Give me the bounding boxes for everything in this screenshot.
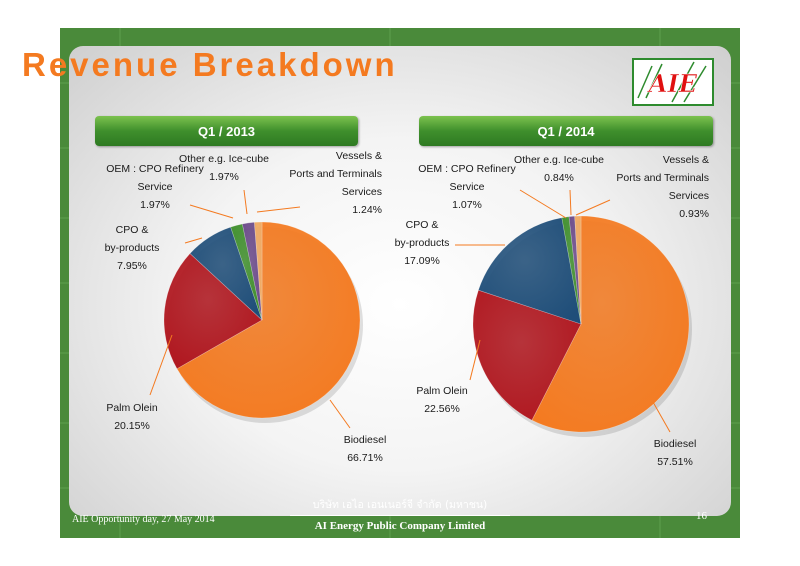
pie-slice-vessels-ports-and-terminals-services: [574, 215, 582, 325]
logo-text: AIE: [647, 69, 698, 98]
footer-divider: [290, 515, 510, 516]
pie-slice-cpo-by-products: [478, 217, 582, 325]
slice-label-cpo-by-products: CPO & by-products 17.09%: [395, 219, 450, 267]
revenue-pie-charts: Biodiesel 66.71% Palm Olein 20.15% CPO & by-p…: [105, 150, 709, 468]
slice-label-biodiesel: Biodiesel 66.71%: [344, 434, 387, 464]
pie-slice-oem-cpo-refinery-service: [230, 223, 263, 321]
slice-label-palm-olein: Palm Olein 22.56%: [416, 385, 468, 415]
pie-slice-other-e-g-ice-cube: [568, 215, 582, 325]
leader-line-palm-olein: [149, 334, 173, 396]
slice-label-oem-cpo-refinery-service: OEM : CPO Refinery Service 1.07%: [418, 163, 516, 211]
slice-label-vessels-ports-and-terminals-services: Vessels & Ports and Terminals Services 0.93…: [616, 154, 709, 220]
slice-value-other-e-g-ice-cube: 0.84%: [544, 172, 574, 184]
slice-label-cpo-by-products: CPO & by-products 7.95%: [105, 224, 160, 272]
company-name-thai: บริษัท เอไอ เอนเนอร์จี จำกัด (มหาชน): [312, 499, 488, 511]
chart-title-q1-2013: Q1 / 2013: [95, 116, 358, 146]
slice-label-other-e-g-ice-cube: Other e.g. Ice-cube 0.84%: [514, 154, 604, 184]
leader-line-oem-cpo-refinery-service: [189, 204, 234, 219]
leader-line-biodiesel: [652, 401, 671, 433]
slice-value-palm-olein: 20.15%: [114, 420, 150, 432]
pie-slice-biodiesel: [531, 215, 690, 433]
slice-value-biodiesel: 57.51%: [657, 456, 693, 468]
slice-value-vessels-ports-and-terminals-services: 0.93%: [679, 208, 709, 220]
company-name: AI Energy Public Company Limited: [314, 520, 486, 532]
slice-value-oem-cpo-refinery-service: 1.97%: [140, 199, 170, 211]
page-number: 16: [696, 510, 707, 522]
leader-line-oem-cpo-refinery-service: [519, 189, 567, 219]
leader-line-other-e-g-ice-cube: [243, 189, 248, 215]
slice-value-cpo-by-products: 17.09%: [404, 255, 440, 267]
leader-line-palm-olein: [469, 339, 481, 381]
slice-value-oem-cpo-refinery-service: 1.07%: [452, 199, 482, 211]
slice-value-palm-olein: 22.56%: [424, 403, 460, 415]
slice-label-palm-olein: Palm Olein 20.15%: [106, 402, 158, 432]
slice-label-biodiesel: Biodiesel 57.51%: [654, 438, 697, 468]
leader-line-other-e-g-ice-cube: [569, 189, 572, 216]
slice-value-other-e-g-ice-cube: 1.97%: [209, 171, 239, 183]
pie-slice-biodiesel: [176, 221, 361, 419]
slice-value-vessels-ports-and-terminals-services: 1.24%: [352, 204, 382, 216]
pie-slice-palm-olein: [472, 289, 582, 421]
leader-line-vessels-ports-and-terminals-services: [575, 199, 611, 216]
event-date: AIE Opportunity day, 27 May 2014: [72, 514, 215, 525]
leader-line-vessels-ports-and-terminals-services: [256, 206, 301, 213]
pie-slice-other-e-g-ice-cube: [242, 221, 263, 321]
page-title: Revenue Breakdown: [22, 46, 398, 83]
slice-value-cpo-by-products: 7.95%: [117, 260, 147, 272]
pie-slice-vessels-ports-and-terminals-services: [254, 221, 263, 321]
leader-line-biodiesel: [329, 399, 351, 429]
slice-label-oem-cpo-refinery-service: OEM : CPO Refinery Service 1.97%: [106, 163, 204, 211]
pie-slice-palm-olein: [163, 253, 263, 370]
slice-label-vessels-ports-and-terminals-services: Vessels & Ports and Terminals Services 1.24…: [289, 150, 382, 216]
chart-title-q1-2014: Q1 / 2014: [419, 116, 713, 146]
slice-value-biodiesel: 66.71%: [347, 452, 383, 464]
pie-slice-cpo-by-products: [189, 226, 263, 321]
aie-logo: AIE: [632, 58, 714, 106]
slice-label-other-e-g-ice-cube: Other e.g. Ice-cube 1.97%: [179, 153, 269, 183]
leader-line-cpo-by-products: [184, 237, 203, 244]
